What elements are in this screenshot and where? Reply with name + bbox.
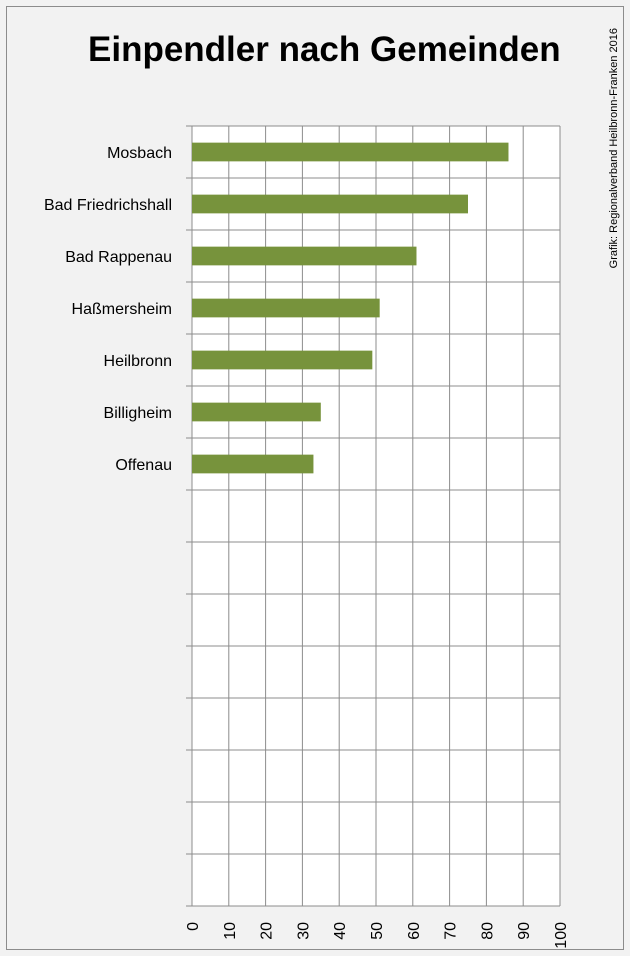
x-tick-label: 60	[406, 922, 423, 940]
category-label: Haßmersheim	[72, 301, 172, 318]
x-tick-label: 90	[516, 922, 533, 940]
bar-2	[192, 246, 417, 266]
x-tick-label: 20	[259, 922, 276, 940]
x-tick-label: 80	[479, 922, 496, 940]
bar-6	[192, 454, 314, 474]
category-label: Heilbronn	[104, 353, 172, 370]
category-label: Offenau	[115, 457, 172, 474]
bar-0	[192, 142, 509, 162]
category-label: Billigheim	[104, 405, 172, 422]
x-tick-label: 100	[553, 922, 570, 949]
chart-title: Einpendler nach Gemeinden	[88, 30, 561, 69]
x-tick-label: 30	[295, 922, 312, 940]
x-tick-label: 0	[185, 922, 202, 931]
x-tick-label: 70	[443, 922, 460, 940]
bar-5	[192, 402, 321, 422]
category-label: Bad Rappenau	[65, 249, 172, 266]
x-axis-ticks: 0 10 20 30 40 50 60 70 80 90 100	[185, 922, 570, 949]
category-label: Bad Friedrichshall	[44, 197, 172, 214]
bar-1	[192, 194, 468, 214]
x-tick-label: 50	[369, 922, 386, 940]
category-labels: Mosbach Bad Friedrichshall Bad Rappenau Haß…	[44, 145, 172, 474]
x-tick-label: 10	[222, 922, 239, 940]
bar-4	[192, 350, 373, 370]
x-tick-label: 40	[332, 922, 349, 940]
category-label: Mosbach	[107, 145, 172, 162]
bar-3	[192, 298, 380, 318]
bars	[192, 142, 509, 474]
